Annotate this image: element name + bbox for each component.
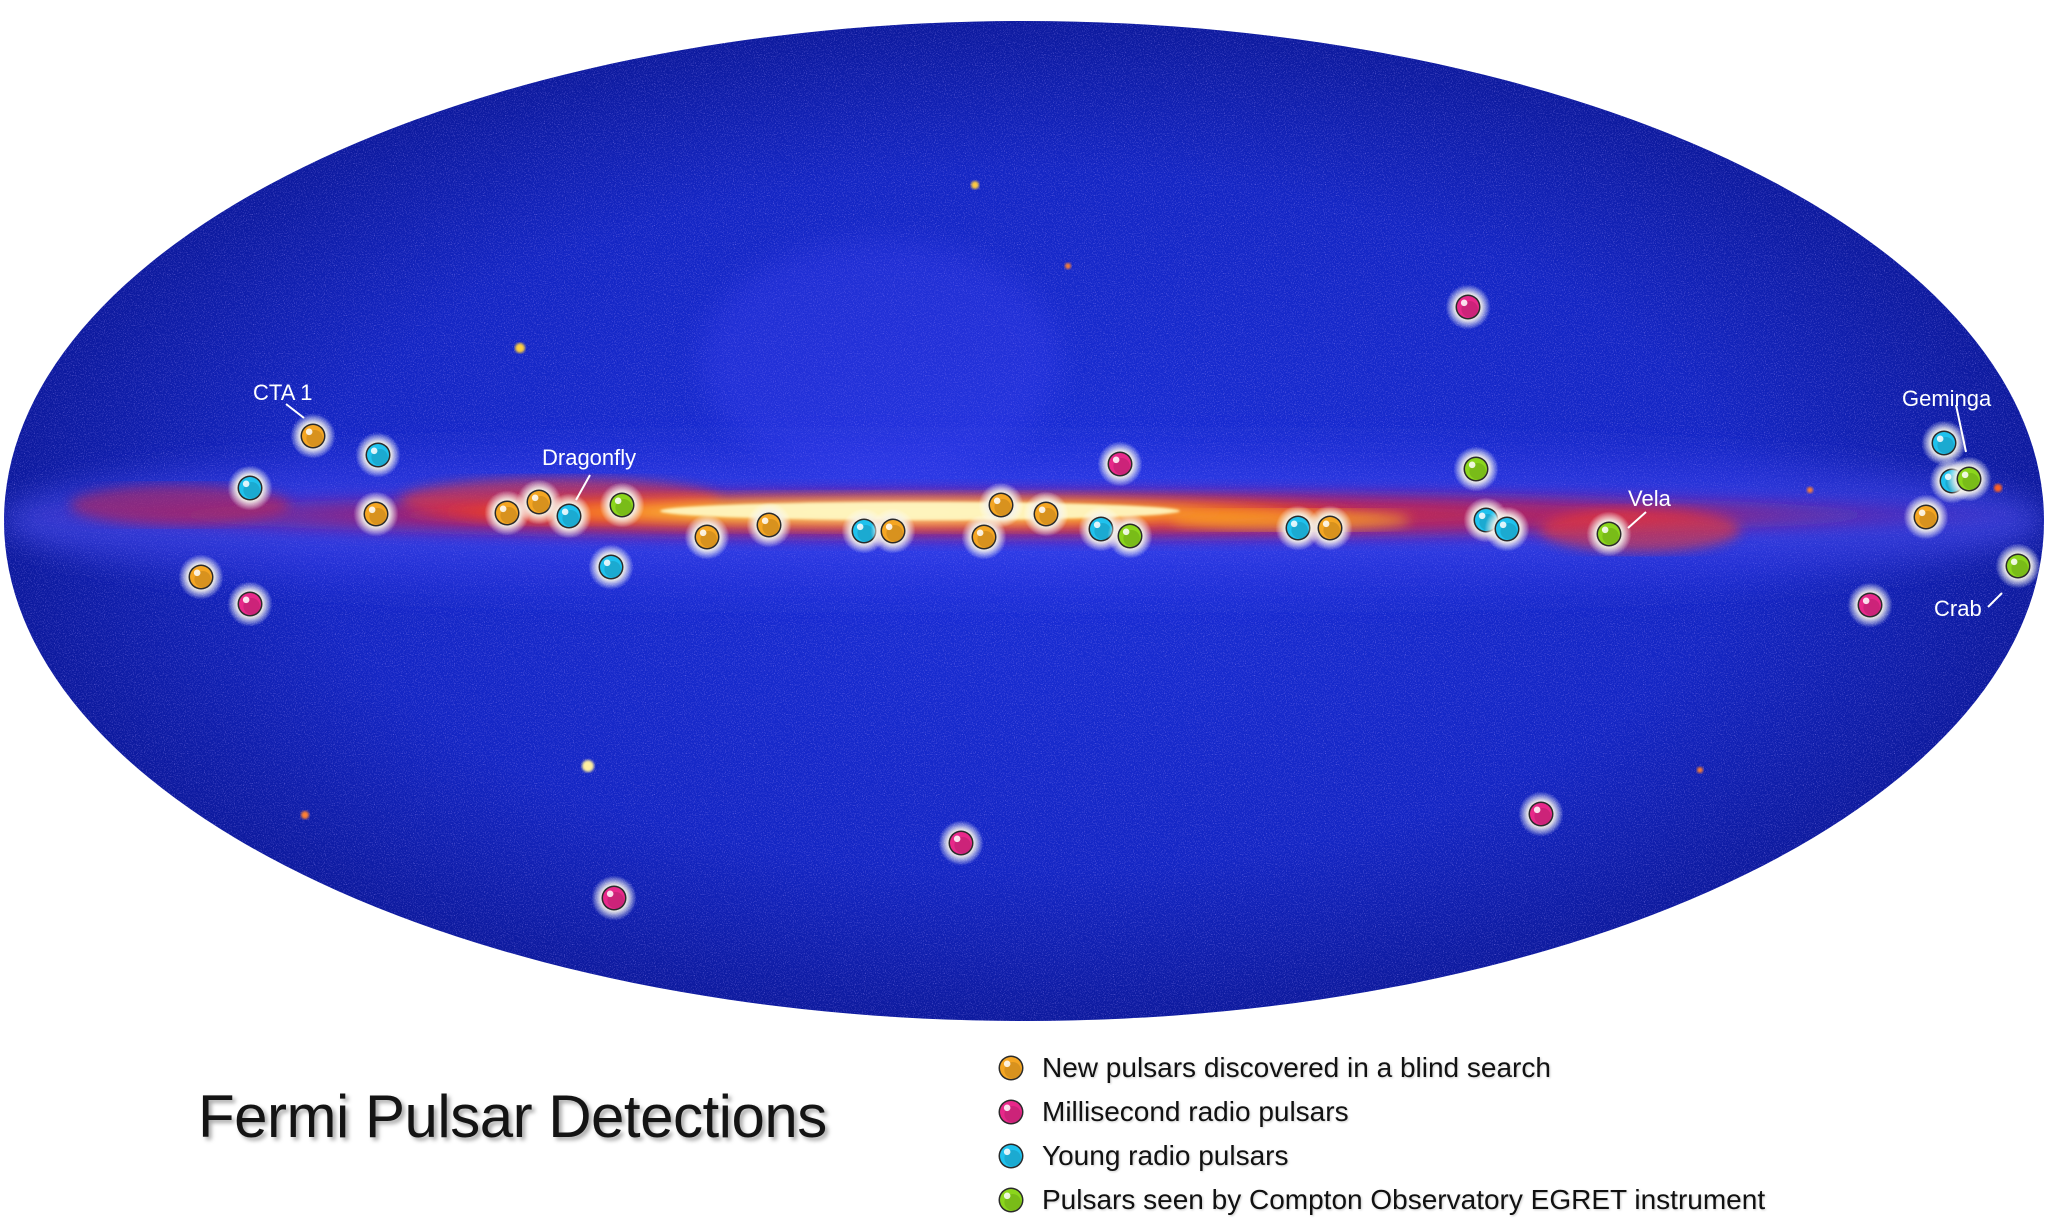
vela-pointer <box>1627 511 1647 529</box>
callout-label-dragonfly: Dragonfly <box>542 445 636 470</box>
pulsar-marker-young <box>227 465 273 511</box>
pulsar-marker-blind-search <box>746 502 792 548</box>
page-title: Fermi Pulsar Detections <box>198 1083 827 1150</box>
crab-pointer <box>1987 592 2003 608</box>
pulsar-marker-egret <box>1586 511 1632 557</box>
pulsar-marker-young <box>588 544 634 590</box>
pulsar-marker-blind-search <box>684 514 730 560</box>
legend: New pulsars discovered in a blind search… <box>996 1046 1765 1222</box>
legend-label: New pulsars discovered in a blind search <box>1042 1052 1551 1083</box>
pulsar-marker-blind-search <box>178 554 224 600</box>
pulsar-marker-young <box>1275 505 1321 551</box>
pulsar-marker-millisecond <box>1847 582 1893 628</box>
pulsar-marker-young <box>546 493 592 539</box>
legend-label: Millisecond radio pulsars <box>1042 1096 1349 1127</box>
legend-item-blind-search: New pulsars discovered in a blind search <box>996 1046 1765 1090</box>
pulsar-marker-blind-search <box>1307 505 1353 551</box>
pulsar-marker-young <box>355 432 401 478</box>
legend-item-young: Young radio pulsars <box>996 1134 1765 1178</box>
pulsar-marker-egret <box>599 482 645 528</box>
pulsar-marker-egret <box>1946 456 1992 502</box>
callout-label-geminga: Geminga <box>1902 386 1992 411</box>
callout-label-vela: Vela <box>1628 486 1672 511</box>
callout-labels: CTA 1 Dragonfly Geminga Vela Crab <box>253 380 1992 621</box>
pulsar-marker-egret <box>1995 543 2041 589</box>
sky-ellipse <box>4 21 2044 1021</box>
pulsar-marker-millisecond <box>591 875 637 921</box>
pulsar-marker-blind-search <box>353 491 399 537</box>
pulsar-marker-millisecond <box>1097 441 1143 487</box>
cyan-dot-icon <box>998 1143 1024 1169</box>
pulsar-marker-millisecond <box>227 581 273 627</box>
magenta-dot-icon <box>998 1099 1024 1125</box>
legend-label: Pulsars seen by Compton Observatory EGRE… <box>1042 1184 1766 1215</box>
legend-item-millisecond: Millisecond radio pulsars <box>996 1090 1765 1134</box>
pulsar-marker-millisecond <box>938 820 984 866</box>
cta1-pointer <box>285 403 305 419</box>
pulsar-marker-egret <box>1107 513 1153 559</box>
green-dot-icon <box>998 1187 1024 1213</box>
pulsar-marker-millisecond <box>1445 284 1491 330</box>
callout-label-crab: Crab <box>1934 596 1982 621</box>
pulsar-marker-young <box>1484 506 1530 552</box>
pulsar-marker-egret <box>1453 446 1499 492</box>
legend-label: Young radio pulsars <box>1042 1140 1289 1171</box>
pulsar-marker-blind-search <box>961 514 1007 560</box>
pulsar-marker-blind-search <box>1023 491 1069 537</box>
pulsar-marker-blind-search <box>870 508 916 554</box>
pulsar-marker-young <box>1078 506 1124 552</box>
pulsar-marker-blind-search <box>1903 494 1949 540</box>
legend-item-egret: Pulsars seen by Compton Observatory EGRE… <box>996 1178 1765 1222</box>
pulsar-marker-young <box>1921 420 1967 466</box>
pulsar-marker-blind-search <box>978 482 1024 528</box>
callout-label-cta1: CTA 1 <box>253 380 313 405</box>
pulsar-marker-blind-search <box>290 413 336 459</box>
pulsar-marker-millisecond <box>1518 791 1564 837</box>
pulsar-markers <box>178 284 2041 921</box>
orange-dot-icon <box>998 1055 1024 1081</box>
